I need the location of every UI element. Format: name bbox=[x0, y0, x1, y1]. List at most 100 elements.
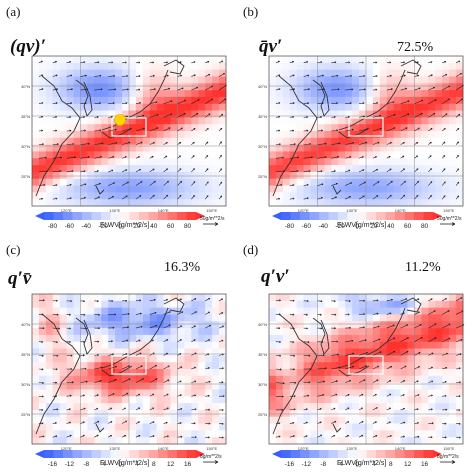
heat-cell bbox=[45, 430, 54, 438]
reference-vector-label: 8g/m**2/s bbox=[200, 454, 222, 460]
heat-cell bbox=[303, 307, 311, 315]
vector-arrow bbox=[414, 142, 419, 145]
vector-arrow bbox=[400, 155, 405, 159]
heat-cell bbox=[289, 334, 298, 343]
heat-cell bbox=[282, 62, 291, 70]
heat-cell bbox=[177, 199, 185, 207]
heat-cell bbox=[38, 199, 47, 207]
heat-cell bbox=[331, 334, 339, 343]
heat-cell bbox=[73, 131, 81, 139]
vector-arrow bbox=[205, 61, 210, 64]
vector-arrow bbox=[275, 130, 280, 132]
vector-arrowhead bbox=[128, 141, 131, 144]
heat-cell bbox=[101, 158, 109, 166]
vector-arrowhead bbox=[194, 352, 197, 355]
heat-cell bbox=[52, 396, 61, 404]
vector-arrow bbox=[456, 381, 461, 383]
heat-cell bbox=[177, 117, 185, 125]
vector-arrowhead bbox=[362, 102, 365, 105]
heat-cell bbox=[177, 83, 185, 91]
heat-cell bbox=[310, 185, 318, 193]
vector-arrow bbox=[275, 88, 281, 91]
heat-cell bbox=[393, 199, 401, 207]
vector-arrowhead bbox=[417, 298, 420, 301]
heat-cell bbox=[129, 171, 137, 180]
heat-cell bbox=[366, 355, 374, 363]
vector-arrow bbox=[400, 127, 408, 132]
vector-arrow bbox=[400, 365, 407, 370]
vector-arrowhead bbox=[96, 434, 99, 437]
vector-arrowhead bbox=[180, 339, 182, 341]
heat-cell bbox=[135, 314, 144, 322]
heat-cell bbox=[393, 341, 401, 349]
colorbar-segment bbox=[110, 450, 121, 458]
heat-cell bbox=[156, 409, 164, 418]
heat-cell bbox=[122, 124, 130, 132]
heat-cell bbox=[296, 369, 304, 377]
vector-arrowhead bbox=[444, 436, 447, 439]
heat-cell bbox=[275, 90, 284, 98]
vector-arrowhead bbox=[448, 323, 451, 326]
heat-cell bbox=[296, 131, 304, 139]
heat-cell bbox=[435, 96, 443, 105]
heat-cell bbox=[142, 144, 151, 152]
vector-arrowhead bbox=[153, 298, 156, 301]
heat-cell bbox=[59, 199, 67, 207]
vector-arrowhead bbox=[139, 352, 142, 355]
vector-arrow bbox=[331, 75, 339, 77]
heat-cell bbox=[386, 437, 395, 445]
vector-arrow bbox=[428, 113, 436, 118]
heat-cell bbox=[296, 389, 304, 397]
heat-cell bbox=[191, 321, 199, 329]
vector-arrowhead bbox=[193, 74, 196, 77]
heat-cell bbox=[101, 137, 109, 145]
heat-cell bbox=[352, 341, 360, 349]
colorbar-title: FLWV[g/m**2/s] bbox=[100, 460, 150, 467]
heat-cell bbox=[163, 328, 171, 336]
heat-cell bbox=[338, 137, 346, 145]
vector-arrowhead bbox=[99, 102, 101, 105]
vector-arrow bbox=[275, 198, 280, 200]
heat-cell bbox=[87, 137, 95, 145]
heat-cell bbox=[129, 389, 137, 397]
heat-cell bbox=[45, 437, 54, 445]
vector-arrow bbox=[289, 435, 295, 438]
vector-arrow bbox=[205, 353, 210, 356]
heat-cell bbox=[407, 382, 415, 390]
vector-arrow bbox=[372, 407, 378, 411]
vector-arrow bbox=[345, 421, 349, 424]
heat-cell bbox=[66, 321, 74, 329]
heat-cell bbox=[428, 131, 436, 139]
heat-cell bbox=[212, 83, 220, 91]
vector-arrow bbox=[122, 102, 128, 105]
heat-cell bbox=[324, 83, 332, 91]
panel-b: 40°N 35°N 30°N 25°N 120°E 130°E 140°E 150°E -80-… bbox=[237, 0, 474, 238]
heat-cell bbox=[442, 117, 450, 125]
heat-cell bbox=[80, 90, 88, 98]
heat-cell bbox=[115, 110, 123, 118]
vector-arrowhead bbox=[167, 379, 170, 382]
heat-cell bbox=[59, 103, 67, 111]
heat-cell bbox=[359, 76, 367, 84]
heat-cell bbox=[282, 90, 291, 98]
heat-cell bbox=[170, 124, 178, 132]
heat-cell bbox=[449, 341, 457, 349]
coastline-path bbox=[338, 307, 406, 369]
heat-cell bbox=[94, 348, 102, 356]
coastline bbox=[272, 59, 422, 197]
heat-cell bbox=[359, 355, 367, 363]
heat-cell bbox=[282, 321, 291, 329]
heat-cell bbox=[177, 137, 185, 145]
heat-cell bbox=[275, 389, 284, 397]
vector-arrow bbox=[414, 366, 420, 370]
heat-cell bbox=[80, 69, 88, 77]
heat-cell bbox=[80, 96, 88, 105]
heat-cell bbox=[338, 69, 346, 77]
heat-cell bbox=[122, 151, 130, 159]
coastline-path bbox=[35, 75, 81, 197]
heat-cell bbox=[122, 409, 130, 418]
heat-cell bbox=[442, 144, 450, 152]
heat-cell bbox=[359, 348, 367, 356]
vector-arrowhead bbox=[443, 195, 446, 198]
heat-cell bbox=[129, 416, 137, 424]
